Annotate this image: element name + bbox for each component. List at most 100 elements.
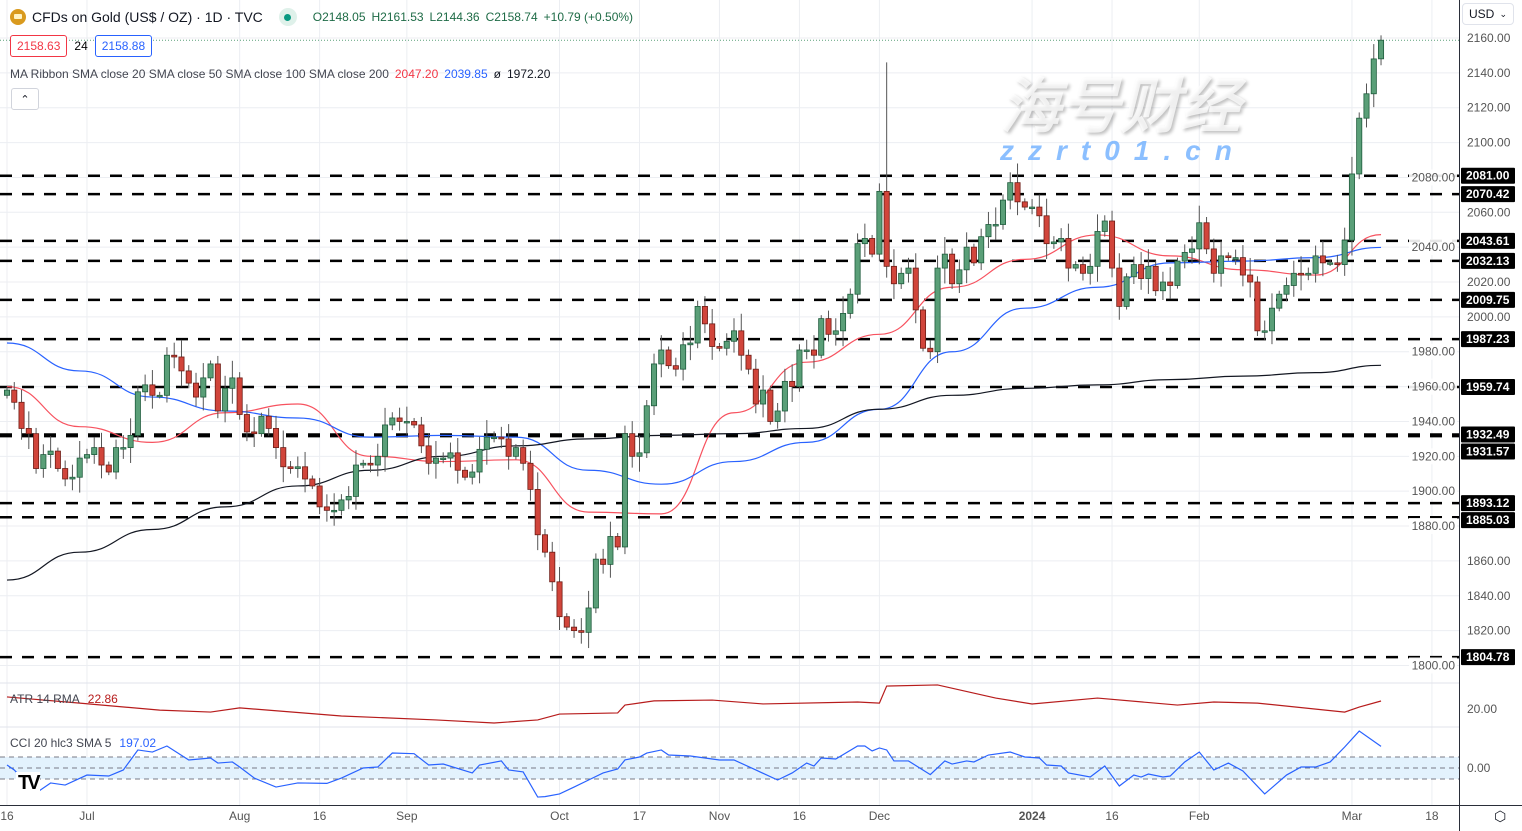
settings-icon[interactable]: ⬡: [1494, 808, 1507, 824]
candle: [810, 335, 817, 369]
ma-ribbon-legend[interactable]: MA Ribbon SMA close 20 SMA close 50 SMA …: [10, 67, 550, 81]
candle: [1101, 215, 1108, 237]
candle-body-down: [912, 267, 919, 311]
price-tick-label: 2060.00: [1467, 205, 1511, 219]
candle-body-up: [651, 363, 658, 407]
candle: [1043, 198, 1050, 260]
level-price-label: 1931.57: [1466, 445, 1510, 459]
candle-body-down: [54, 450, 61, 469]
candle: [374, 443, 381, 477]
candle: [1210, 238, 1217, 283]
currency-select[interactable]: USD ⌄: [1462, 3, 1514, 25]
price-tick-label: 1820.00: [1467, 624, 1511, 638]
symbol-title[interactable]: CFDs on Gold (US$ / OZ) · 1D · TVC: [32, 9, 263, 25]
price-tick-label: 1900.00: [1412, 484, 1456, 498]
candle-body-down: [738, 330, 745, 356]
sma20-line: [6, 234, 1382, 515]
candle: [723, 333, 730, 356]
collapse-legend-button[interactable]: ⌃: [11, 88, 39, 110]
candle-body-up: [592, 558, 599, 609]
cci-tick-label: 0.00: [1467, 761, 1491, 775]
candle: [905, 257, 912, 283]
atr-pane: [6, 684, 1382, 724]
candle: [701, 296, 708, 334]
candle-body-up: [636, 452, 643, 457]
candle-body-up: [1356, 117, 1363, 175]
chevron-up-icon: ⌃: [20, 93, 30, 106]
price-tick-label-bg: [1409, 657, 1457, 674]
candle-body-down: [563, 616, 570, 628]
moving-averages: [6, 234, 1382, 581]
candle: [1341, 227, 1348, 276]
sell-button[interactable]: 2158.63: [10, 35, 68, 57]
candle: [920, 306, 927, 352]
candle: [134, 386, 141, 441]
price-tick-label-bg: [1409, 518, 1457, 535]
candle-body-down: [316, 485, 323, 508]
candle-body-up: [847, 293, 854, 314]
candle-body-down: [105, 464, 112, 473]
atr-legend[interactable]: ATR 14 RMA 22.86: [10, 692, 118, 706]
candle: [585, 590, 592, 649]
candle-body-up: [1007, 182, 1014, 201]
candle-body-up: [432, 457, 439, 464]
time-tick-label: 16: [313, 809, 327, 823]
candle-body-down: [1152, 265, 1159, 292]
level-price-badge: [1461, 252, 1515, 269]
candle-body-down: [614, 536, 621, 548]
candle: [1247, 257, 1254, 298]
candle-body-up: [389, 417, 396, 426]
candle-body-up: [1327, 262, 1334, 265]
candle: [382, 407, 389, 472]
candle-body-up: [1159, 281, 1166, 292]
price-tick-label: 1940.00: [1412, 414, 1456, 428]
candle: [512, 444, 519, 460]
candle-body-down: [549, 551, 556, 583]
candle-body-up: [876, 190, 883, 255]
candle: [243, 404, 250, 442]
candle-body-up: [992, 224, 999, 227]
price-tick-label-bg: [1409, 343, 1457, 360]
candle-body-down: [287, 466, 294, 469]
candle-body-down: [454, 452, 461, 471]
chart-header: CFDs on Gold (US$ / OZ) · 1D · TVC O2148…: [10, 8, 633, 26]
candle-body-down: [745, 354, 752, 370]
time-tick-label: Dec: [869, 809, 890, 823]
candle: [178, 339, 185, 387]
buy-button[interactable]: 2158.88: [94, 35, 153, 57]
ma-ribbon-label: MA Ribbon SMA close 20 SMA close 50 SMA …: [10, 67, 389, 81]
candle-body-down: [1138, 264, 1145, 279]
candle: [1312, 245, 1319, 283]
level-price-badge: [1461, 167, 1515, 184]
cci-legend[interactable]: CCI 20 hlc3 SMA 5 197.02: [10, 736, 156, 750]
candle-body-down: [578, 630, 585, 633]
candle-body-up: [127, 435, 134, 449]
candle: [869, 234, 876, 258]
candle-body-up: [1261, 330, 1268, 333]
candle-body-down: [33, 433, 40, 469]
candle: [1290, 260, 1297, 297]
chevron-down-icon: ⌄: [1499, 8, 1507, 19]
candle: [665, 346, 672, 369]
candle-body-down: [309, 478, 316, 487]
candle-body-up: [1196, 222, 1203, 250]
candle-body-down: [236, 377, 243, 415]
candle-body-down: [1065, 238, 1072, 269]
candle-body-up: [134, 391, 141, 436]
tradingview-logo[interactable]: TV: [16, 772, 41, 795]
candle-body-up: [382, 424, 389, 457]
candle: [25, 411, 32, 450]
sma200-value: 1972.20: [507, 67, 551, 81]
candle-body-up: [840, 312, 847, 332]
candle-body-up: [1130, 264, 1137, 278]
candle-body-up: [585, 607, 592, 633]
candle-body-down: [1167, 281, 1174, 286]
candle-body-up: [47, 450, 54, 455]
candle: [883, 62, 890, 278]
candle: [222, 375, 229, 423]
candle: [352, 450, 359, 510]
candle-body-down: [418, 424, 425, 447]
candle: [345, 486, 352, 510]
